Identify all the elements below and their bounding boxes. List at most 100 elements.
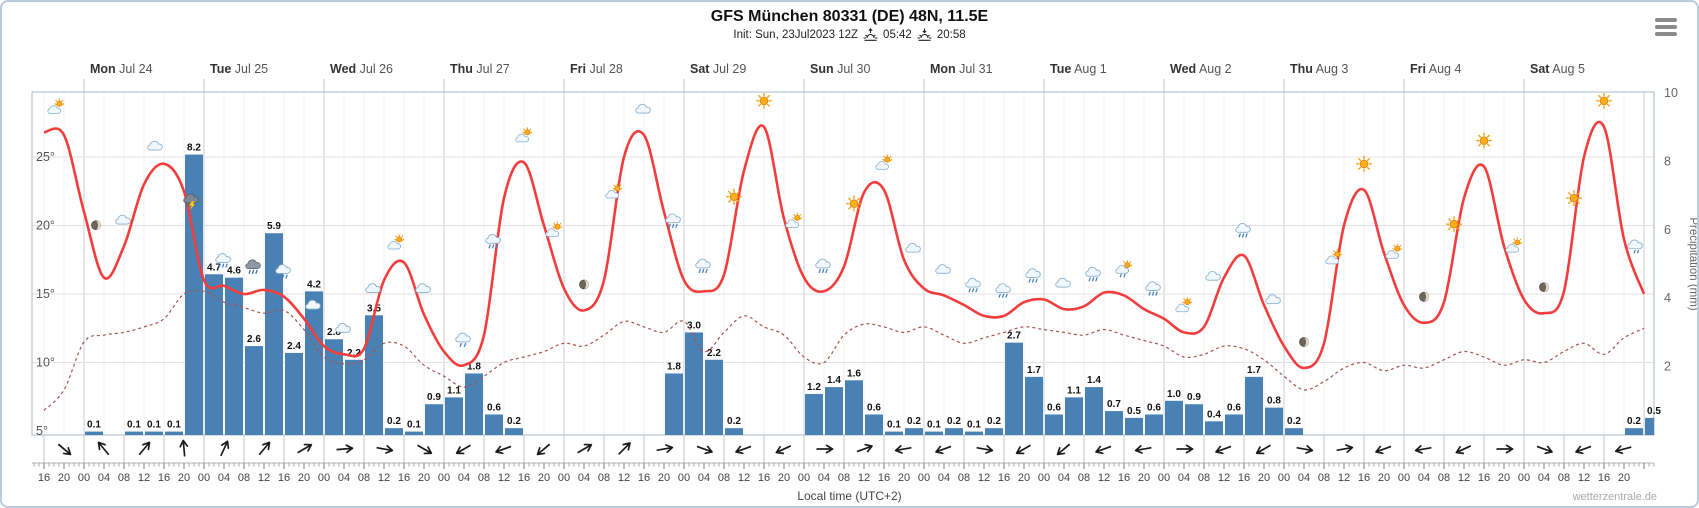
precip-bar [1245, 376, 1263, 435]
sun-icon [845, 195, 863, 212]
precip-bar [1105, 411, 1123, 435]
wind-arrow [455, 444, 471, 455]
cloud-icon [906, 243, 921, 252]
time-tick-label: 00 [1518, 472, 1530, 484]
time-tick-label: 20 [778, 472, 790, 484]
precip-axis-label: 4 [1664, 291, 1671, 305]
wind-arrow [1255, 444, 1271, 455]
precip-bar [825, 387, 843, 435]
time-tick-label: 16 [638, 472, 650, 484]
wind-arrow-head [1134, 445, 1143, 454]
rain-icon [1026, 269, 1041, 282]
precip-bar [305, 291, 323, 435]
wind-arrow-head [864, 443, 873, 453]
precip-value-label: 0.1 [927, 420, 941, 431]
heavy-rain-icon [245, 259, 261, 274]
precip-axis-label: 10 [1664, 86, 1678, 100]
time-tick-label: 04 [698, 472, 710, 484]
time-tick-label: 00 [918, 472, 930, 484]
chart-title: GFS München 80331 (DE) 48N, 11.5E [710, 8, 989, 25]
time-tick-label: 00 [1158, 472, 1170, 484]
wind-arrow-shaft [496, 445, 512, 453]
precip-bar [965, 431, 983, 435]
cloud-icon [148, 141, 163, 150]
precip-bar [1005, 342, 1023, 435]
precip-value-label: 1.1 [1067, 385, 1081, 396]
time-tick-label: 00 [198, 472, 210, 484]
time-tick-label: 04 [578, 472, 590, 484]
wind-arrow-shaft [98, 442, 110, 456]
day-label: Fri Jul 28 [570, 62, 623, 76]
rain-icon [1086, 267, 1101, 280]
temp-axis-label: 10° [36, 356, 55, 370]
precip-bar [405, 431, 423, 435]
time-tick-label: 04 [1058, 472, 1070, 484]
precip-value-label: 1.6 [847, 368, 861, 379]
day-label: Thu Jul 27 [450, 62, 510, 76]
sun-cloud-icon [606, 184, 622, 198]
time-tick-label: 04 [1178, 472, 1190, 484]
time-tick-label: 12 [138, 472, 150, 484]
time-tick-label: 20 [658, 472, 670, 484]
time-tick-label: 16 [158, 472, 170, 484]
precip-value-label: 2.2 [347, 348, 361, 359]
precip-value-label: 0.6 [1147, 402, 1161, 413]
time-tick-label: 12 [618, 472, 630, 484]
precip-bar [885, 431, 903, 435]
precip-bar [325, 339, 343, 435]
time-tick-label: 20 [418, 472, 430, 484]
precip-bar [1225, 414, 1243, 435]
sunrise-icon [863, 28, 878, 41]
wind-arrow-shaft [57, 443, 71, 455]
wind-arrow-shaft [1216, 445, 1232, 453]
precip-value-label: 1.8 [667, 361, 681, 372]
precip-bar [805, 393, 823, 435]
time-tick-label: 20 [1018, 472, 1030, 484]
moon-icon [1299, 337, 1310, 347]
wind-arrow [1614, 445, 1632, 455]
precip-value-label: 0.1 [967, 420, 981, 431]
sunset-icon [917, 28, 932, 41]
wind-arrow-head [825, 444, 834, 454]
wind-arrow-head [1575, 445, 1584, 455]
precip-value-label: 3.5 [367, 303, 381, 314]
wind-arrow [1095, 445, 1112, 455]
chart-header: GFS München 80331 (DE) 48N, 11.5E Init: … [2, 8, 1697, 41]
precip-bar [1085, 387, 1103, 435]
time-tick-label: 00 [438, 472, 450, 484]
precip-bar [925, 431, 943, 435]
precip-bar [125, 431, 143, 435]
day-label: Sat Jul 29 [690, 62, 746, 76]
time-tick-label: 20 [1138, 472, 1150, 484]
wind-arrow [495, 445, 512, 455]
wind-arrow-shaft [537, 443, 551, 455]
time-tick-label: 16 [38, 472, 50, 484]
precip-bar [905, 428, 923, 435]
wind-arrow-shaft [1416, 446, 1432, 452]
temperature-curve [43, 120, 1646, 370]
precip-axis-label: 8 [1664, 154, 1671, 168]
wind-arrow-shaft [696, 445, 712, 453]
rain-icon [696, 259, 711, 272]
wind-arrow [976, 445, 994, 454]
precip-value-label: 0.1 [407, 420, 421, 431]
time-tick-label: 08 [1198, 472, 1210, 484]
wind-arrow-shaft [336, 447, 352, 451]
time-tick-label: 08 [1558, 472, 1570, 484]
wind-arrow-head [142, 441, 151, 451]
precip-value-label: 3.0 [687, 320, 701, 331]
precip-bar [1065, 397, 1083, 435]
sun-icon [1355, 155, 1373, 172]
sun-cloud-icon [1386, 244, 1402, 258]
time-tick-label: 20 [298, 472, 310, 484]
precip-value-label: 1.1 [447, 385, 461, 396]
wind-arrow-head [1015, 446, 1025, 455]
time-tick-label: 20 [1498, 472, 1510, 484]
wind-arrow [696, 445, 713, 455]
hamburger-menu-icon[interactable] [1655, 15, 1679, 39]
wind-arrow-head [1215, 445, 1224, 455]
precip-value-label: 1.8 [467, 361, 481, 372]
wind-arrow-shaft [1057, 443, 1071, 455]
cloud-icon [1056, 278, 1071, 287]
wind-arrow-head [985, 445, 994, 454]
